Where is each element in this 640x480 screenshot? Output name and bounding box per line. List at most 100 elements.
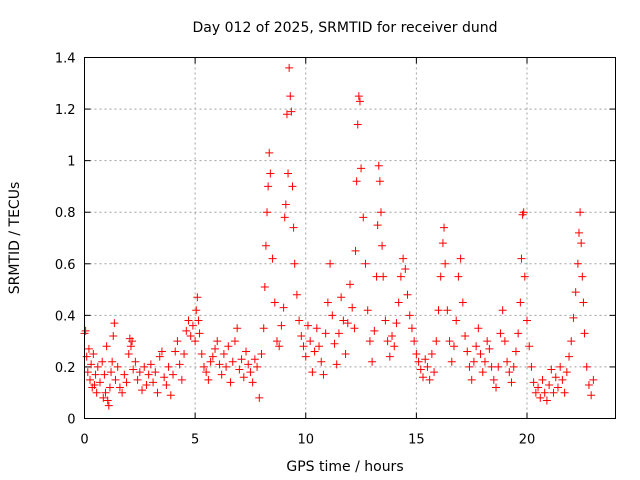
data-point (149, 378, 158, 387)
data-point (107, 368, 116, 377)
data-point (202, 368, 211, 377)
data-point (264, 182, 273, 191)
data-point (184, 316, 193, 325)
data-point (516, 298, 525, 307)
data-point (303, 321, 312, 330)
data-point (84, 344, 93, 353)
data-point (144, 370, 153, 379)
data-point (368, 357, 377, 366)
data-point (505, 368, 514, 377)
chart-title: Day 012 of 2025, SRMTID for receiver dun… (193, 20, 498, 36)
data-point (582, 362, 591, 371)
data-point (182, 326, 191, 335)
data-point (92, 388, 101, 397)
data-point (292, 290, 301, 299)
data-point (290, 259, 299, 268)
data-point (87, 360, 96, 369)
data-point (261, 241, 270, 250)
data-point (135, 368, 144, 377)
data-point (414, 357, 423, 366)
data-point (454, 272, 463, 281)
data-point (525, 342, 534, 351)
data-point (401, 264, 410, 273)
data-point (370, 326, 379, 335)
data-point (332, 360, 341, 369)
data-point (140, 362, 149, 371)
data-point (350, 324, 359, 333)
data-point (113, 362, 122, 371)
data-point (375, 177, 384, 186)
data-point (282, 110, 291, 119)
x-tick-label: 20 (519, 433, 536, 448)
data-point (381, 316, 390, 325)
data-point (164, 362, 173, 371)
data-point (126, 342, 135, 351)
data-point (478, 368, 487, 377)
data-point (569, 313, 578, 322)
data-point (498, 306, 507, 315)
data-point (315, 342, 324, 351)
data-point (560, 388, 569, 397)
data-point (574, 228, 583, 237)
data-point (463, 347, 472, 356)
data-point (109, 331, 118, 340)
data-point (317, 357, 326, 366)
y-tick-label: 1.2 (55, 103, 76, 118)
data-point (157, 347, 166, 356)
data-point (217, 370, 226, 379)
data-point (244, 360, 253, 369)
data-point (531, 388, 540, 397)
data-point (421, 355, 430, 364)
data-point (265, 148, 274, 157)
data-point (99, 393, 108, 402)
data-point (352, 177, 361, 186)
data-point (299, 342, 308, 351)
data-point (378, 241, 387, 250)
data-point (83, 368, 92, 377)
data-point (496, 329, 505, 338)
data-point (489, 375, 498, 384)
data-point (507, 378, 516, 387)
data-point (108, 357, 117, 366)
data-point (260, 282, 269, 291)
data-point (529, 378, 538, 387)
data-point (436, 272, 445, 281)
data-point (440, 223, 449, 232)
data-point (578, 272, 587, 281)
data-point (337, 293, 346, 302)
data-point (98, 357, 107, 366)
data-point (288, 182, 297, 191)
x-tick-label: 15 (408, 433, 425, 448)
data-point (104, 401, 113, 410)
data-point (197, 350, 206, 359)
data-point (343, 319, 352, 328)
data-point (268, 254, 277, 263)
data-point (509, 362, 518, 371)
data-point (105, 383, 114, 392)
data-point (103, 396, 112, 405)
data-point (308, 368, 317, 377)
data-point (270, 298, 279, 307)
data-point (374, 161, 383, 170)
data-point (312, 324, 321, 333)
data-point (549, 388, 558, 397)
data-point (396, 272, 405, 281)
data-point (348, 303, 357, 312)
data-point (540, 388, 549, 397)
data-point (474, 324, 483, 333)
data-point (169, 370, 177, 379)
data-point (385, 352, 394, 361)
data-point (86, 375, 95, 384)
data-point (110, 319, 119, 328)
data-point (579, 298, 588, 307)
data-point (330, 339, 339, 348)
data-point (235, 365, 244, 374)
data-point (101, 388, 110, 397)
data-point (133, 375, 142, 384)
data-point (514, 329, 523, 338)
data-point (118, 388, 127, 397)
data-point (441, 259, 450, 268)
data-point (405, 311, 414, 320)
data-point (419, 373, 428, 382)
data-point (538, 375, 547, 384)
